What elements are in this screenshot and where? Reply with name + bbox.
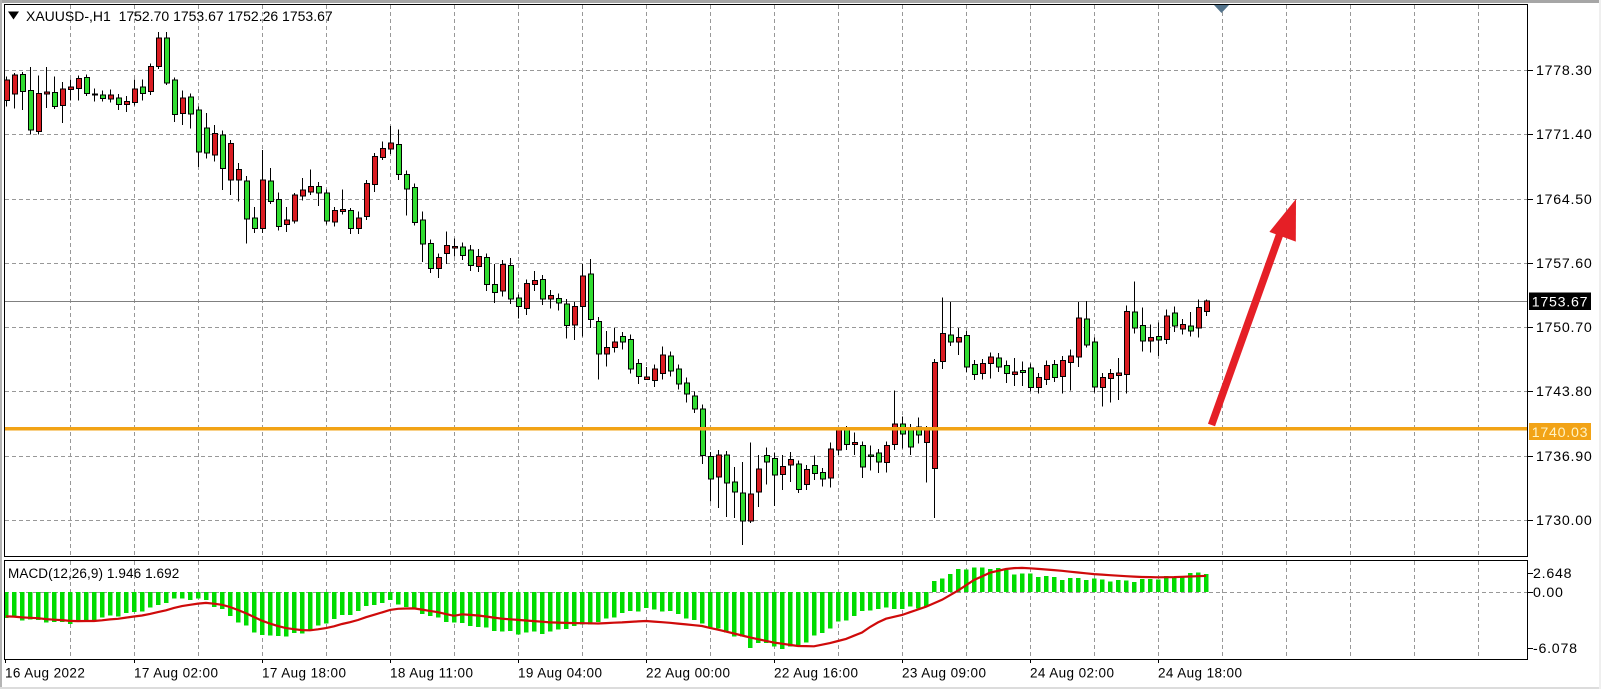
- svg-text:MACD(12,26,9) 1.946 1.692: MACD(12,26,9) 1.946 1.692: [8, 566, 179, 581]
- svg-text:24 Aug 18:00: 24 Aug 18:00: [1158, 666, 1242, 681]
- svg-text:2.648: 2.648: [1533, 566, 1572, 582]
- svg-text:1764.50: 1764.50: [1536, 192, 1593, 208]
- svg-text:17 Aug 18:00: 17 Aug 18:00: [262, 666, 346, 681]
- svg-text:1740.03: 1740.03: [1532, 425, 1589, 441]
- svg-text:1750.70: 1750.70: [1536, 320, 1593, 336]
- svg-text:23 Aug 09:00: 23 Aug 09:00: [902, 666, 986, 681]
- svg-text:1743.80: 1743.80: [1536, 384, 1593, 400]
- svg-text:16 Aug 2022: 16 Aug 2022: [5, 666, 85, 681]
- svg-text:1730.00: 1730.00: [1536, 513, 1593, 529]
- svg-text:1771.40: 1771.40: [1536, 127, 1593, 143]
- svg-text:1757.60: 1757.60: [1536, 256, 1593, 272]
- svg-text:22 Aug 00:00: 22 Aug 00:00: [646, 666, 730, 681]
- svg-text:18 Aug 11:00: 18 Aug 11:00: [390, 666, 473, 681]
- svg-text:1778.30: 1778.30: [1536, 63, 1593, 79]
- svg-text:-6.078: -6.078: [1533, 641, 1578, 657]
- svg-text:0.00: 0.00: [1533, 585, 1564, 601]
- svg-text:XAUUSD-,H1 1752.70 1753.67 17: XAUUSD-,H1 1752.70 1753.67 1752.26 1753.…: [26, 8, 333, 24]
- svg-text:24 Aug 02:00: 24 Aug 02:00: [1030, 666, 1114, 681]
- svg-text:1753.67: 1753.67: [1532, 295, 1589, 311]
- svg-text:17 Aug 02:00: 17 Aug 02:00: [134, 666, 218, 681]
- svg-text:1736.90: 1736.90: [1536, 449, 1593, 465]
- svg-text:22 Aug 16:00: 22 Aug 16:00: [774, 666, 858, 681]
- svg-text:19 Aug 04:00: 19 Aug 04:00: [518, 666, 602, 681]
